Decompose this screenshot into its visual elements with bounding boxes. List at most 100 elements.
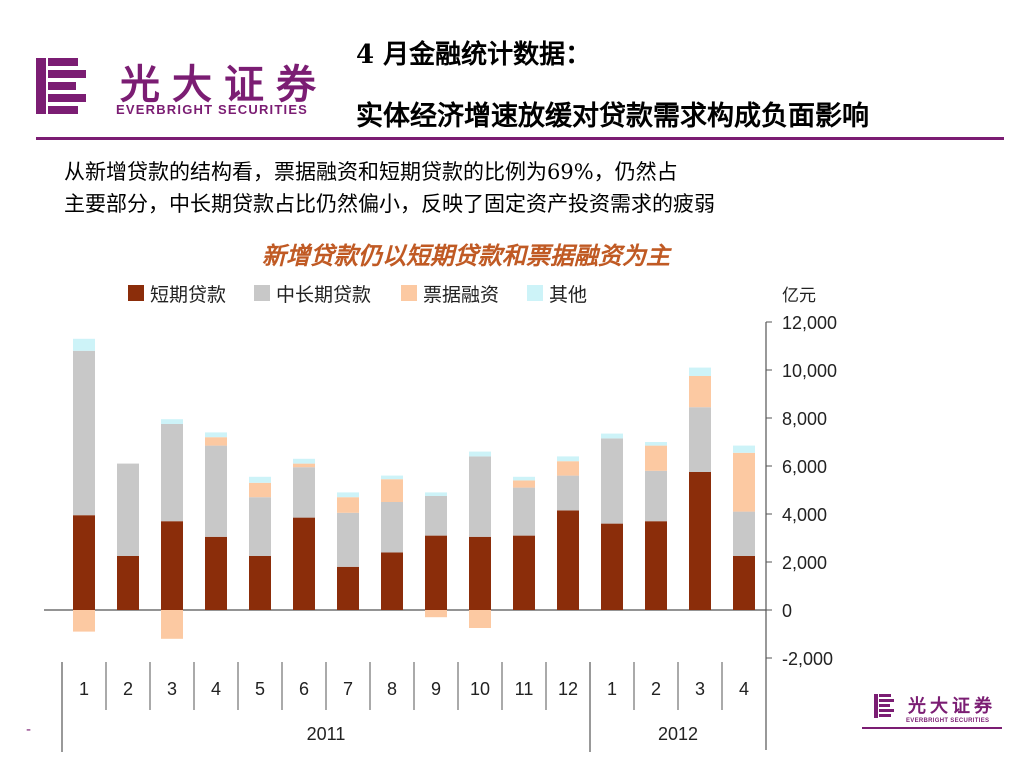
legend-swatch-3: [401, 285, 417, 301]
bar-segment-s2-c13: [601, 438, 623, 524]
bar-segment-s2-c1: [73, 350, 95, 516]
bar-segment-s2-c10: [469, 456, 491, 537]
x-tick-label: 6: [299, 679, 309, 699]
bar-segment-s4-c11: [513, 476, 535, 481]
bar-segment-s4-c8: [381, 475, 403, 480]
bar-segment-s1-c4: [205, 536, 227, 610]
y-tick-label: 6,000: [782, 457, 827, 477]
bar-segment-s3-c1: [73, 610, 95, 632]
bar-segment-s4-c16: [733, 445, 755, 453]
x-tick-label: 11: [515, 679, 534, 699]
x-tick-label: 3: [167, 679, 177, 699]
bar-segment-s1-c9: [425, 535, 447, 610]
x-tick-label: 12: [558, 679, 578, 699]
everbright-logo: 光大证券 EVERBRIGHT SECURITIES: [36, 52, 336, 124]
legend-label-4: 其他: [549, 284, 587, 306]
bar-segment-s4-c4: [205, 432, 227, 438]
body-paragraph: 从新增贷款的结构看，票据融资和短期贷款的比例为69%，仍然占 主要部分，中长期贷…: [64, 156, 964, 220]
y-tick-label: 4,000: [782, 505, 827, 525]
x-tick-label: 8: [387, 679, 397, 699]
bar-segment-s4-c1: [73, 338, 95, 351]
year-group-label: 2012: [658, 724, 698, 744]
bar-segment-s2-c8: [381, 502, 403, 553]
bar-segment-s2-c5: [249, 497, 271, 556]
chart-title: 新增贷款仍以短期贷款和票据融资为主: [262, 241, 672, 270]
y-tick-label: 0: [782, 601, 792, 621]
bar-segment-s3-c9: [425, 610, 447, 618]
bar-segment-s3-c7: [337, 497, 359, 513]
bar-segment-s1-c10: [469, 536, 491, 610]
bar-segment-s1-c8: [381, 552, 403, 610]
x-tick-label: 4: [739, 679, 749, 699]
x-tick-label: 7: [343, 679, 353, 699]
year-group-label: 2011: [307, 724, 346, 744]
footer-rule: [862, 727, 1002, 729]
x-tick-label: 3: [695, 679, 705, 699]
legend-swatch-2: [254, 285, 270, 301]
bar-segment-s3-c11: [513, 480, 535, 488]
bar-segment-s3-c3: [161, 610, 183, 639]
bar-segment-s2-c14: [645, 470, 667, 522]
legend-label-1: 短期贷款: [150, 284, 226, 306]
bar-segment-s1-c1: [73, 515, 95, 610]
x-tick-label: 9: [431, 679, 441, 699]
bar-segment-s4-c6: [293, 458, 315, 464]
x-tick-label: 4: [211, 679, 221, 699]
bar-segment-s3-c4: [205, 437, 227, 446]
bar-segment-s4-c5: [249, 476, 271, 483]
bar-segment-s1-c14: [645, 521, 667, 610]
legend-swatch-4: [527, 285, 543, 301]
bar-segment-s2-c9: [425, 496, 447, 536]
bar-segment-s2-c11: [513, 487, 535, 536]
bar-segment-s4-c15: [689, 367, 711, 376]
x-tick-label: 1: [79, 679, 89, 699]
x-tick-label: 10: [470, 679, 490, 699]
bar-segment-s3-c10: [469, 610, 491, 628]
bar-segment-s3-c15: [689, 376, 711, 408]
x-tick-label: 2: [651, 679, 661, 699]
slide-title-line1: 4 月金融统计数据：: [356, 40, 592, 70]
legend-swatch-1: [128, 285, 144, 301]
x-tick-label: 1: [607, 679, 617, 699]
logo-chinese-name: 光大证券: [120, 61, 328, 108]
bar-segment-s1-c16: [733, 556, 755, 610]
footer-e-mark-icon: [874, 694, 894, 718]
legend-label-2: 中长期贷款: [276, 284, 371, 306]
bar-segment-s2-c3: [161, 424, 183, 522]
footer-logo-chinese: 光大证券: [908, 696, 996, 717]
bar-segment-s1-c6: [293, 517, 315, 610]
y-tick-label: 12,000: [782, 313, 837, 333]
bar-segment-s3-c12: [557, 461, 579, 476]
footer-dash: -: [26, 722, 32, 738]
y-tick-label: 2,000: [782, 553, 827, 573]
bar-segment-s1-c5: [249, 556, 271, 610]
bar-segment-s2-c6: [293, 467, 315, 518]
bar-segment-s2-c16: [733, 511, 755, 556]
bar-segment-s3-c16: [733, 452, 755, 512]
y-axis-unit-label: 亿元: [782, 286, 816, 306]
logo-english-name: EVERBRIGHT SECURITIES: [116, 102, 309, 117]
bar-segment-s1-c7: [337, 566, 359, 610]
bar-segment-s3-c5: [249, 482, 271, 498]
bar-segment-s4-c12: [557, 456, 579, 462]
legend-label-3: 票据融资: [423, 284, 499, 306]
bar-segment-s3-c8: [381, 479, 403, 502]
bar-segment-s2-c15: [689, 407, 711, 472]
bar-segment-s1-c12: [557, 510, 579, 610]
footer-logo-english: EVERBRIGHT SECURITIES: [906, 718, 990, 724]
bar-segment-s1-c13: [601, 523, 623, 610]
bar-segment-s3-c6: [293, 463, 315, 468]
y-tick-label: 10,000: [782, 361, 837, 381]
bar-segment-s2-c4: [205, 445, 227, 537]
bar-segment-s1-c11: [513, 535, 535, 610]
bar-segment-s2-c7: [337, 512, 359, 567]
header-divider: [36, 137, 1004, 140]
bar-segment-s3-c14: [645, 445, 667, 471]
bar-segment-s2-c2: [117, 463, 139, 556]
bar-segment-s1-c3: [161, 521, 183, 610]
y-tick-label: 8,000: [782, 409, 827, 429]
footer-logo: 光大证券 EVERBRIGHT SECURITIES: [862, 692, 1004, 732]
bar-segment-s2-c12: [557, 475, 579, 511]
slide-title-line2: 实体经济增速放缓对贷款需求构成负面影响: [356, 101, 869, 132]
